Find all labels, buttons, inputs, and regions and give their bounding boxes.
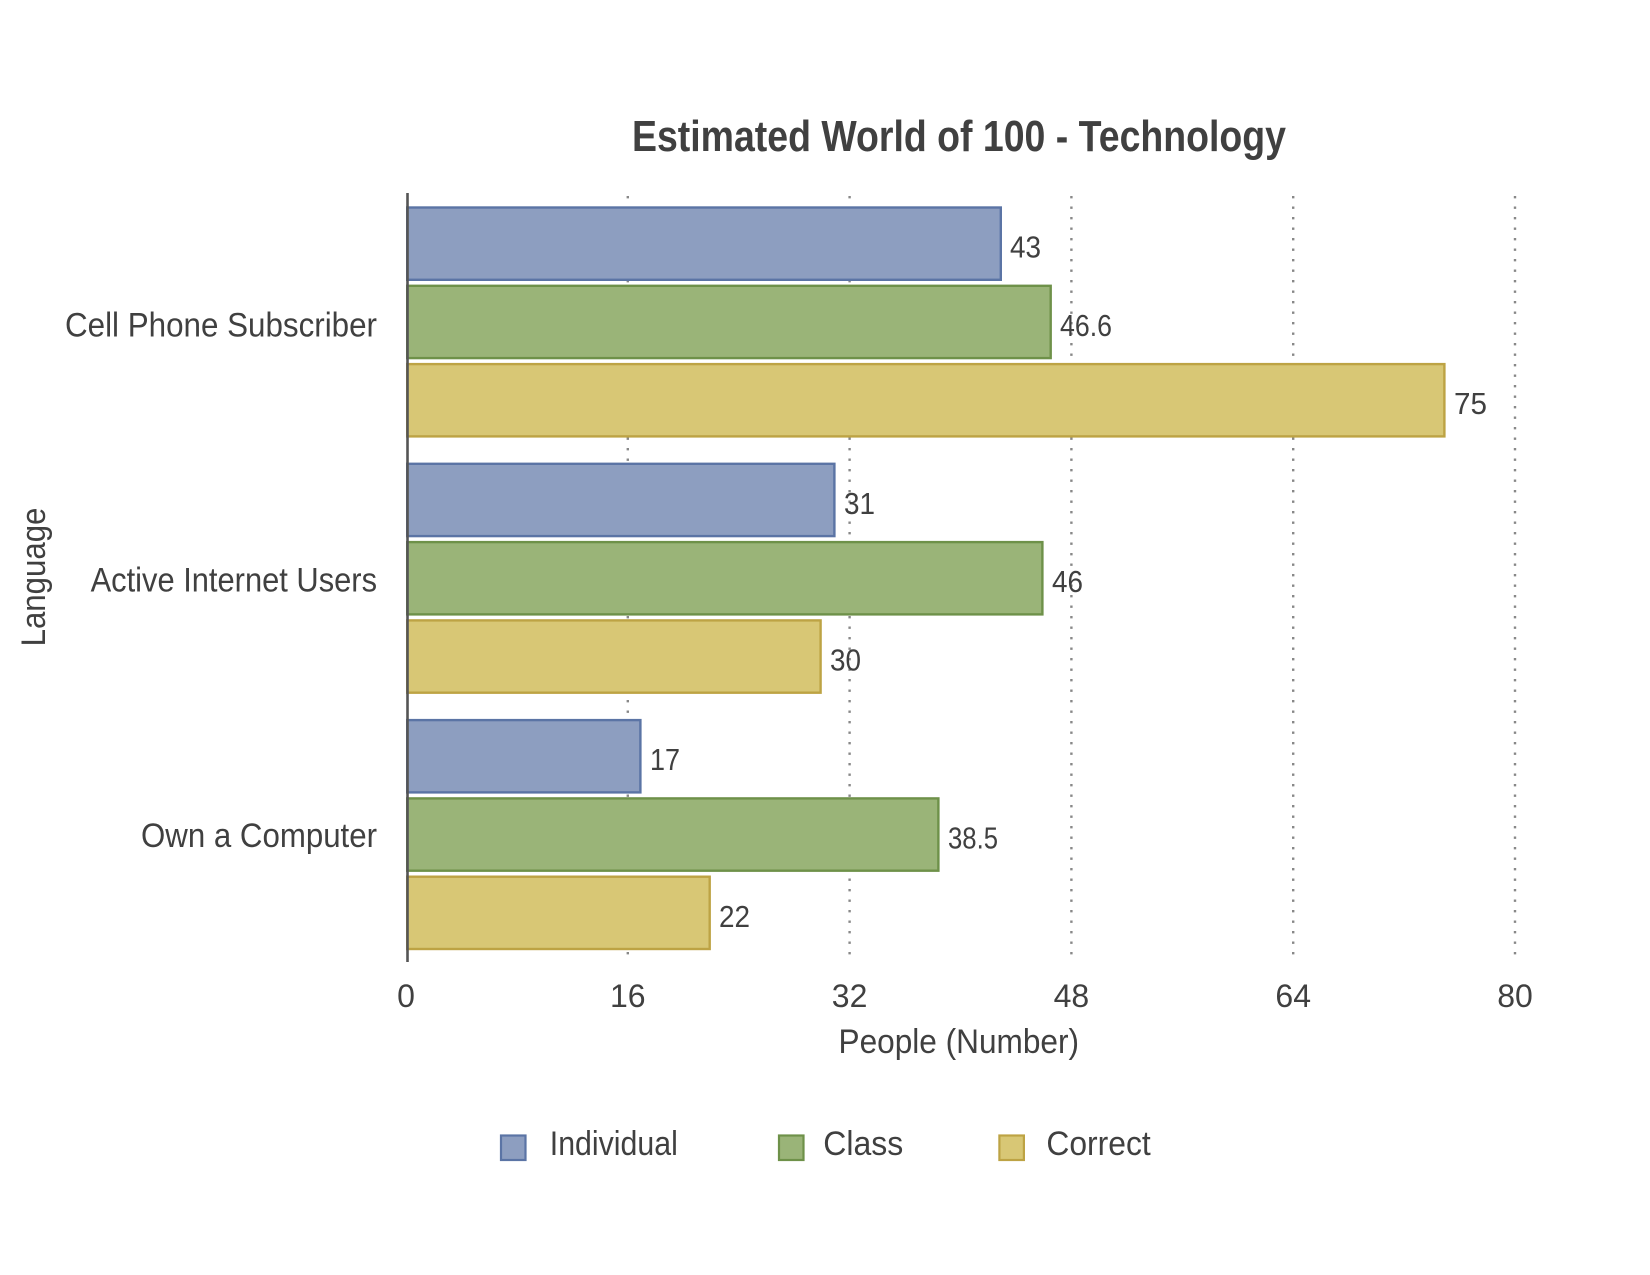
svg-text:0: 0: [397, 978, 415, 1014]
svg-text:32: 32: [832, 978, 868, 1014]
svg-text:People (Number): People (Number): [839, 1023, 1080, 1061]
svg-text:43: 43: [1010, 230, 1041, 265]
svg-text:Individual: Individual: [550, 1125, 678, 1163]
svg-text:46.6: 46.6: [1060, 308, 1112, 343]
svg-text:16: 16: [610, 978, 646, 1014]
svg-text:38.5: 38.5: [948, 821, 998, 856]
svg-text:Correct: Correct: [1046, 1125, 1151, 1163]
svg-text:75: 75: [1454, 386, 1487, 421]
svg-text:Own a Computer: Own a Computer: [141, 817, 377, 855]
svg-text:Class: Class: [823, 1125, 903, 1163]
svg-text:17: 17: [650, 742, 680, 777]
svg-text:48: 48: [1054, 978, 1090, 1014]
svg-text:Cell Phone Subscriber: Cell Phone Subscriber: [65, 307, 377, 345]
svg-text:22: 22: [719, 899, 750, 934]
svg-text:64: 64: [1275, 978, 1311, 1014]
svg-text:Estimated World of 100 - Techn: Estimated World of 100 - Technology: [632, 112, 1286, 161]
svg-text:46: 46: [1052, 564, 1083, 599]
svg-text:Active Internet Users: Active Internet Users: [91, 561, 377, 599]
svg-text:31: 31: [844, 486, 875, 521]
svg-text:30: 30: [830, 643, 861, 678]
svg-text:80: 80: [1497, 978, 1533, 1014]
svg-text:Language: Language: [15, 508, 53, 647]
